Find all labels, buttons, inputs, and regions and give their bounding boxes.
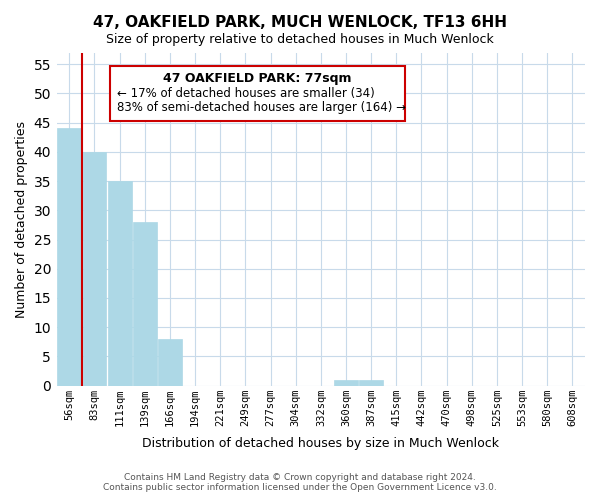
- X-axis label: Distribution of detached houses by size in Much Wenlock: Distribution of detached houses by size …: [142, 437, 499, 450]
- Bar: [83, 152, 106, 386]
- Bar: [359, 380, 383, 386]
- Text: 47, OAKFIELD PARK, MUCH WENLOCK, TF13 6HH: 47, OAKFIELD PARK, MUCH WENLOCK, TF13 6H…: [93, 15, 507, 30]
- Text: ← 17% of detached houses are smaller (34): ← 17% of detached houses are smaller (34…: [118, 88, 375, 101]
- Y-axis label: Number of detached properties: Number of detached properties: [15, 120, 28, 318]
- Text: Size of property relative to detached houses in Much Wenlock: Size of property relative to detached ho…: [106, 32, 494, 46]
- Text: 83% of semi-detached houses are larger (164) →: 83% of semi-detached houses are larger (…: [118, 101, 406, 114]
- FancyBboxPatch shape: [110, 66, 406, 121]
- Text: 47 OAKFIELD PARK: 77sqm: 47 OAKFIELD PARK: 77sqm: [163, 72, 352, 86]
- Bar: [58, 128, 81, 386]
- Bar: [133, 222, 157, 386]
- Text: Contains HM Land Registry data © Crown copyright and database right 2024.
Contai: Contains HM Land Registry data © Crown c…: [103, 473, 497, 492]
- Bar: [107, 181, 131, 386]
- Bar: [334, 380, 358, 386]
- Bar: [158, 339, 182, 386]
